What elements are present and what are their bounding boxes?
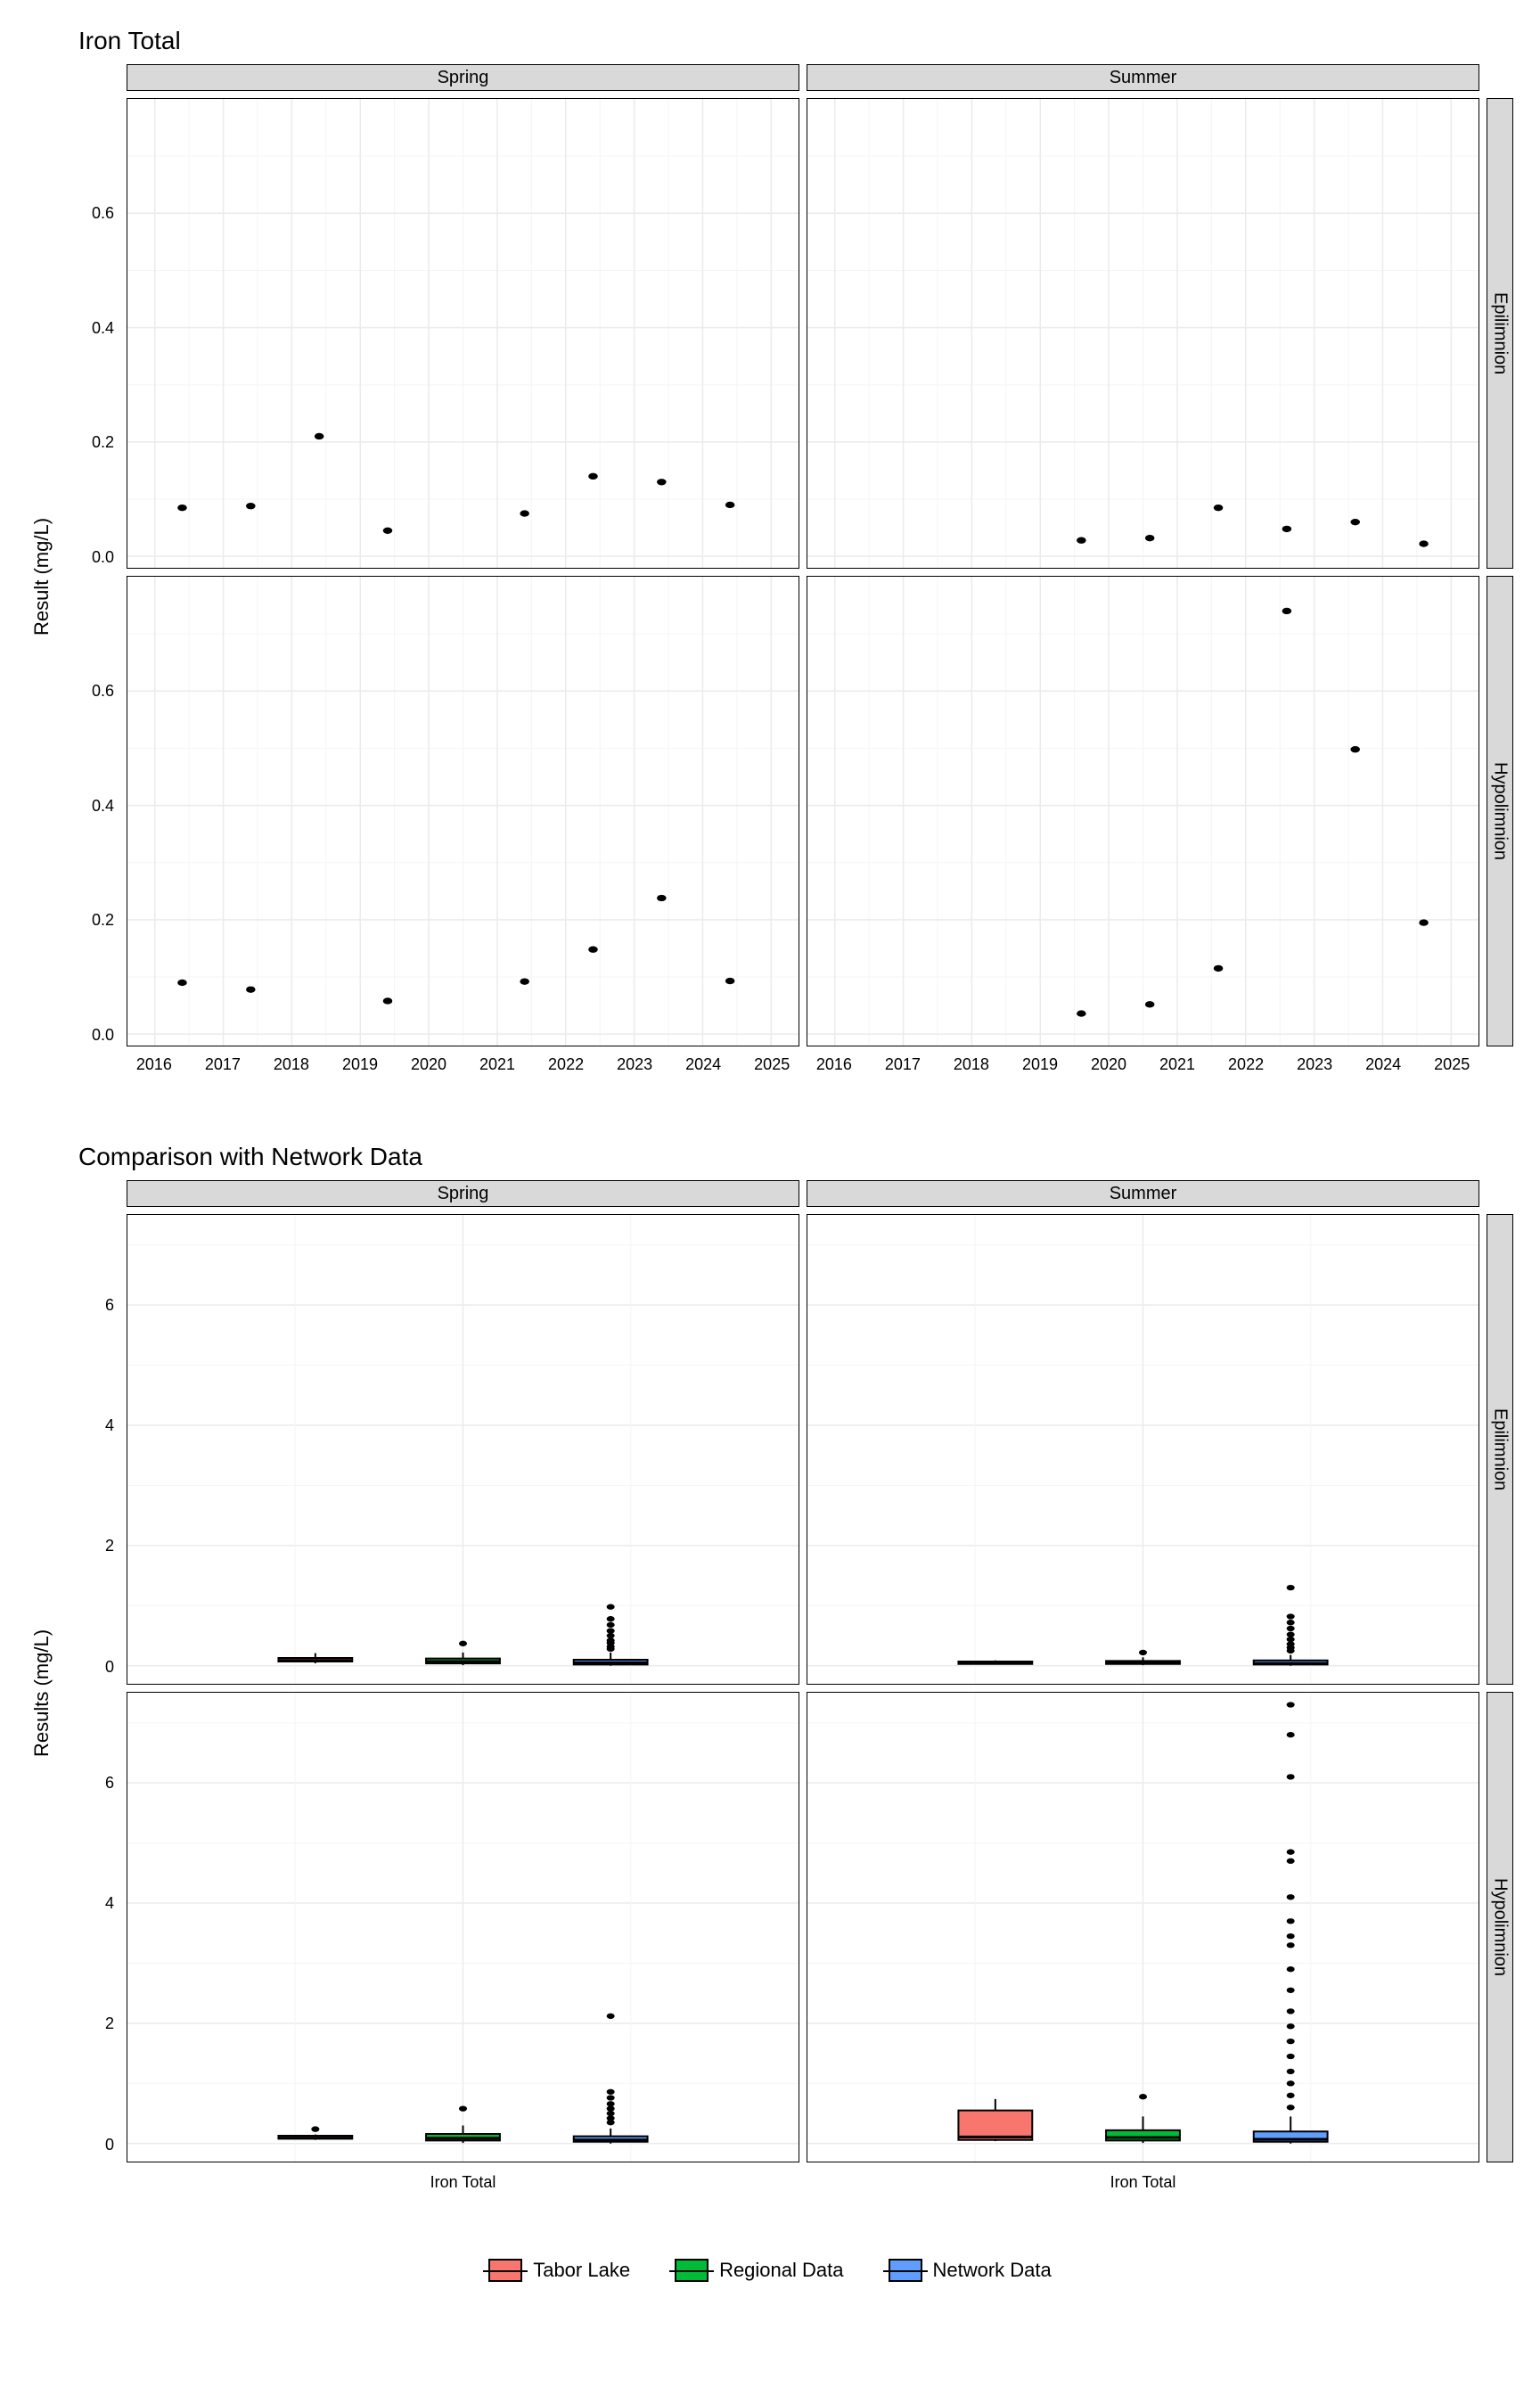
y-tick-labels: 0.00.20.40.6 [57, 98, 119, 569]
legend-item: Tabor Lake [488, 2259, 630, 2282]
bottom-y-axis-title: Results (mg/L) [27, 1180, 57, 2205]
scatter-panel [127, 98, 799, 569]
strip-top-season: Spring [127, 1180, 799, 1207]
legend-key-icon [889, 2259, 922, 2282]
page: Iron Total Result (mg/L) Spring Summer 0.0… [0, 0, 1540, 2396]
y-tick-labels: 0246 [57, 1214, 119, 1685]
top-y-axis-title: Result (mg/L) [27, 64, 57, 1089]
strip-right-layer: Epilimnion [1487, 98, 1513, 569]
boxplot-panel [807, 1692, 1479, 2162]
boxplot-panel [807, 1214, 1479, 1685]
x-tick-labels: Iron Total [127, 2170, 799, 2205]
legend: Tabor Lake Regional Data Network Data [27, 2259, 1513, 2282]
legend-key-icon [675, 2259, 709, 2282]
strip-right-layer: Hypolimnion [1487, 1692, 1513, 2162]
y-tick-labels: 0.00.20.40.6 [57, 576, 119, 1046]
strip-top-season: Summer [807, 64, 1479, 91]
top-chart-title: Iron Total [78, 27, 1513, 55]
bottom-chart-title: Comparison with Network Data [78, 1143, 1513, 1171]
legend-label: Tabor Lake [533, 2259, 630, 2282]
top-chart-block: Result (mg/L) Spring Summer 0.00.20.40.6 Ep… [27, 64, 1513, 1089]
scatter-panel [807, 98, 1479, 569]
scatter-panel [807, 576, 1479, 1046]
legend-key-icon [488, 2259, 522, 2282]
strip-top-season: Spring [127, 64, 799, 91]
y-tick-labels: 0246 [57, 1692, 119, 2162]
bottom-chart-block: Results (mg/L) Spring Summer 0246 Epilimnio… [27, 1180, 1513, 2205]
strip-top-season: Summer [807, 1180, 1479, 1207]
boxplot-panel [127, 1214, 799, 1685]
legend-item: Network Data [889, 2259, 1052, 2282]
x-tick-labels: Iron Total [807, 2170, 1479, 2205]
strip-right-layer: Epilimnion [1487, 1214, 1513, 1685]
x-tick-labels: 2016201720182019202020212022202320242025 [807, 1054, 1479, 1089]
scatter-panel [127, 576, 799, 1046]
x-tick-labels: 2016201720182019202020212022202320242025 [127, 1054, 799, 1089]
strip-right-layer: Hypolimnion [1487, 576, 1513, 1046]
legend-item: Regional Data [675, 2259, 843, 2282]
legend-label: Network Data [933, 2259, 1052, 2282]
boxplot-panel [127, 1692, 799, 2162]
legend-label: Regional Data [719, 2259, 843, 2282]
